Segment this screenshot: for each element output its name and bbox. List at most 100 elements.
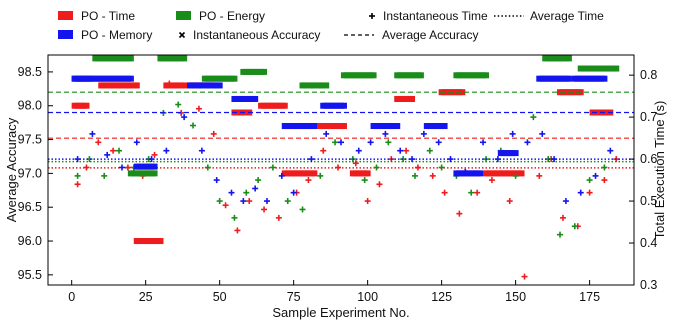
series-po-time (48, 80, 634, 280)
time-point (586, 189, 593, 196)
time-point (198, 147, 205, 154)
time-point (509, 130, 516, 137)
accuracy-marker (252, 95, 259, 102)
time-point (228, 189, 235, 196)
legend-x-marker (178, 31, 186, 39)
time-point (261, 206, 268, 213)
time-point (506, 198, 513, 205)
time-point (284, 198, 291, 205)
y-tick-label-right: 0.4 (640, 236, 657, 250)
accuracy-marker (231, 75, 238, 82)
time-point (474, 189, 481, 196)
legend-item-po-time: PO - Time (58, 9, 135, 23)
legend-label: Average Accuracy (382, 28, 479, 42)
legend: PO - Time PO - Energy Instantaneous Time Av… (58, 9, 604, 42)
time-point (429, 172, 436, 179)
time-point (438, 164, 445, 171)
accuracy-marker (483, 72, 490, 79)
time-point (166, 80, 173, 87)
y-tick-label-right: 0.6 (640, 152, 657, 166)
time-point (420, 130, 427, 137)
accuracy-marker (181, 55, 188, 62)
accuracy-marker (518, 170, 525, 177)
time-point (397, 147, 404, 154)
time-point (338, 139, 344, 146)
accuracy-marker (441, 123, 448, 130)
time-point (89, 130, 96, 137)
time-point (536, 172, 543, 179)
time-point (376, 181, 383, 188)
time-point (364, 198, 371, 205)
x-tick-label: 175 (579, 290, 600, 304)
legend-swatch (176, 11, 191, 20)
y-tick-label-left: 98.5 (18, 65, 42, 79)
time-point (601, 177, 608, 184)
time-point (110, 147, 117, 154)
time-point (305, 177, 312, 184)
time-point (290, 189, 297, 196)
time-point (385, 139, 392, 146)
time-point (323, 130, 330, 137)
legend-label: Instantaneous Time (383, 9, 488, 23)
y-tick-label-left: 98.0 (18, 99, 42, 113)
accuracy-marker (281, 102, 288, 109)
time-point (524, 139, 531, 146)
time-point (74, 181, 81, 188)
accuracy-marker (311, 170, 318, 177)
time-point (275, 214, 282, 221)
time-point (234, 227, 241, 234)
time-point (530, 114, 537, 121)
time-point (382, 130, 389, 137)
time-point (269, 164, 276, 171)
legend-item-average-accuracy: Average Accuracy (344, 28, 479, 42)
x-tick-label: 0 (68, 290, 75, 304)
plot-frame (47, 54, 635, 286)
time-point (222, 202, 229, 209)
y-tick-label-left: 96.5 (18, 200, 42, 214)
time-point (468, 189, 475, 196)
time-point (521, 273, 528, 280)
time-point (151, 151, 158, 158)
time-point (317, 172, 324, 179)
time-point (231, 214, 238, 221)
time-point (577, 189, 584, 196)
y-tick-label-right: 0.8 (640, 68, 657, 82)
accuracy-marker (311, 123, 318, 130)
accuracy-marker (157, 238, 164, 245)
time-point (601, 164, 608, 171)
legend-swatch (58, 11, 73, 20)
accuracy-marker (477, 170, 484, 177)
accuracy-marker (459, 89, 466, 96)
time-point (586, 177, 593, 184)
legend-item-po-energy: PO - Energy (176, 9, 265, 23)
time-point (352, 160, 359, 167)
accuracy-marker (261, 68, 268, 75)
legend-item-instantaneous-accuracy: Instantaneous Accuracy (178, 28, 320, 42)
time-point (480, 139, 487, 146)
x-axis-label: Sample Experiment No. (272, 305, 409, 320)
time-point (181, 114, 188, 121)
accuracy-marker (409, 95, 416, 102)
time-point (411, 172, 418, 179)
time-point (190, 122, 197, 129)
time-point (539, 130, 546, 137)
accuracy-marker (613, 65, 620, 72)
time-point (243, 189, 250, 196)
x-tick-label: 100 (357, 290, 378, 304)
time-point (264, 198, 271, 205)
series-po-memory (48, 75, 634, 205)
time-point (562, 198, 569, 205)
y-tick-label-right: 0.5 (640, 194, 657, 208)
x-tick-label: 75 (287, 290, 301, 304)
y-axis-label-left: Average Accuracy (4, 117, 19, 222)
time-point (355, 147, 362, 154)
time-point (426, 147, 433, 154)
plot-area (48, 55, 634, 280)
y-axis-label-right: Total Execution Time (s) (652, 101, 667, 240)
legend-label: PO - Memory (81, 28, 152, 42)
legend-label: Average Time (530, 9, 604, 23)
x-tick-label: 125 (431, 290, 452, 304)
legend-label: PO - Time (81, 9, 135, 23)
time-point (74, 172, 81, 179)
